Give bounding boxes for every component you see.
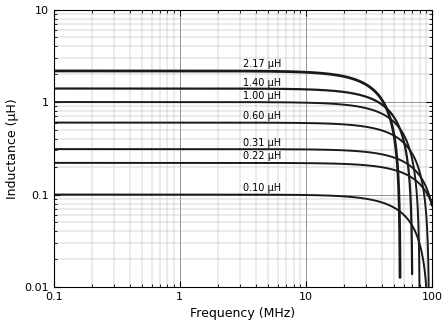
- Text: 1.00 μH: 1.00 μH: [243, 91, 281, 101]
- Y-axis label: Inductance (μH): Inductance (μH): [5, 98, 18, 199]
- Text: 0.31 μH: 0.31 μH: [243, 138, 281, 148]
- Text: 2.17 μH: 2.17 μH: [243, 59, 282, 69]
- Text: 1.40 μH: 1.40 μH: [243, 78, 281, 88]
- Text: 0.10 μH: 0.10 μH: [243, 183, 281, 193]
- Text: 0.22 μH: 0.22 μH: [243, 151, 282, 161]
- X-axis label: Frequency (MHz): Frequency (MHz): [190, 307, 295, 320]
- Text: 0.60 μH: 0.60 μH: [243, 111, 281, 121]
